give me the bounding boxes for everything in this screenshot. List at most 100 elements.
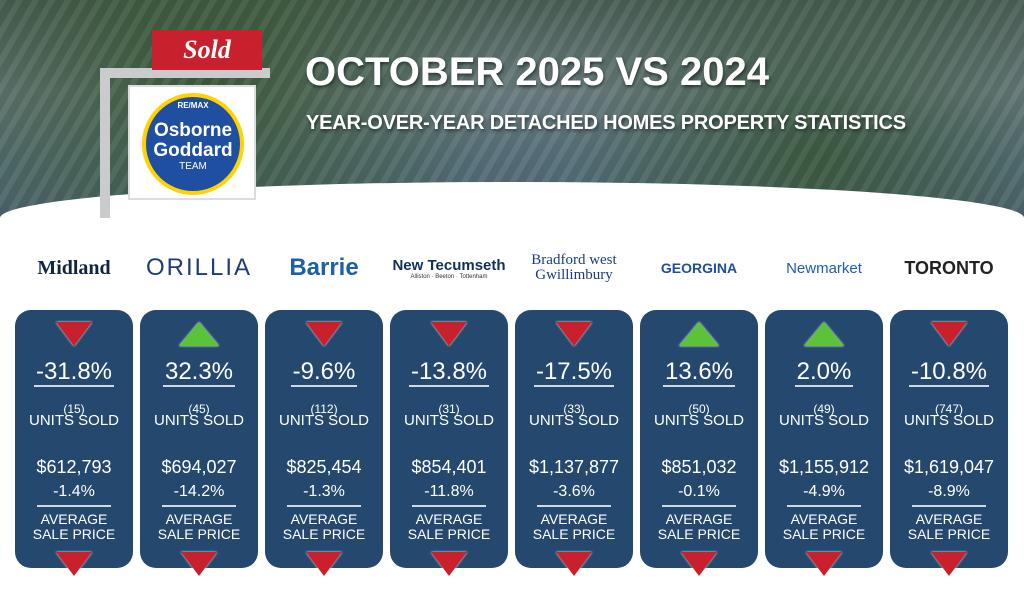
divider xyxy=(37,505,111,507)
arrow-down-icon xyxy=(306,322,342,346)
price-label: AVERAGE SALE PRICE xyxy=(782,511,866,542)
units-change: -31.8% xyxy=(33,358,115,387)
divider xyxy=(287,505,361,507)
avg-price: $1,155,912 xyxy=(778,457,870,477)
units-label: UNITS SOLD xyxy=(653,412,744,429)
logo-subtitle: Alliston · Beeton · Tottenham xyxy=(410,273,488,280)
market-logo: GEORGINA xyxy=(640,236,758,300)
market-card: -31.8% (15) UNITS SOLD $612,793 -1.4% AV… xyxy=(15,310,133,576)
units-count: (15) xyxy=(63,402,85,416)
arrow-down-icon xyxy=(431,322,467,346)
divider xyxy=(662,505,736,507)
units-change: 13.6% xyxy=(662,358,736,387)
logo-text: Newmarket xyxy=(786,259,862,277)
sign-pole xyxy=(100,68,110,218)
units-change: -10.8% xyxy=(908,358,990,387)
arrow-down-icon xyxy=(681,552,717,576)
units-label: UNITS SOLD xyxy=(28,412,119,429)
price-label: AVERAGE SALE PRICE xyxy=(532,511,616,542)
avg-price: $1,137,877 xyxy=(528,457,620,477)
logo-text: Bradford west Gwillimbury xyxy=(531,252,617,283)
arrow-down-icon xyxy=(806,552,842,576)
price-change: -11.8% xyxy=(424,483,474,500)
divider xyxy=(787,505,861,507)
units-change: -17.5% xyxy=(533,358,615,387)
units-count: (747) xyxy=(934,402,963,416)
price-label: AVERAGE SALE PRICE xyxy=(907,511,991,542)
price-change: -1.4% xyxy=(53,483,95,500)
arrow-down-icon xyxy=(56,552,92,576)
logo-text: Midland xyxy=(37,256,111,279)
avg-price: $612,793 xyxy=(36,457,112,477)
units-label: UNITS SOLD xyxy=(903,412,994,429)
divider xyxy=(912,505,986,507)
market-card: 13.6% (50) UNITS SOLD $851,032 -0.1% AVE… xyxy=(640,310,758,576)
price-change: -1.3% xyxy=(303,483,345,500)
logo-text: Barrie xyxy=(289,254,359,281)
price-change: -3.6% xyxy=(553,483,595,500)
logo-text: TORONTO xyxy=(904,257,994,278)
price-change: -0.1% xyxy=(678,483,720,500)
avg-price: $1,619,047 xyxy=(903,457,995,477)
units-count: (33) xyxy=(563,402,585,416)
arrow-up-icon xyxy=(179,322,219,346)
market-card: -17.5% (33) UNITS SOLD $1,137,877 -3.6% … xyxy=(515,310,633,576)
divider xyxy=(412,505,486,507)
market-card: 2.0% (49) UNITS SOLD $1,155,912 -4.9% AV… xyxy=(765,310,883,576)
arrow-up-icon xyxy=(804,322,844,346)
arrow-up-icon xyxy=(679,322,719,346)
page-title: OCTOBER 2025 VS 2024 xyxy=(305,50,769,94)
divider xyxy=(162,505,236,507)
divider xyxy=(537,505,611,507)
avg-price: $694,027 xyxy=(161,457,237,477)
market-logo: Midland xyxy=(15,236,133,300)
price-label: AVERAGE SALE PRICE xyxy=(282,511,366,542)
price-label: AVERAGE SALE PRICE xyxy=(157,511,241,542)
units-label: UNITS SOLD xyxy=(403,412,494,429)
arrow-down-icon xyxy=(931,552,967,576)
units-label: UNITS SOLD xyxy=(153,412,244,429)
units-label: UNITS SOLD xyxy=(778,412,869,429)
logo-text: New Tecumseth xyxy=(392,256,506,274)
arrow-down-icon xyxy=(931,322,967,346)
units-count: (49) xyxy=(813,402,835,416)
arrow-down-icon xyxy=(556,322,592,346)
units-label: UNITS SOLD xyxy=(528,412,619,429)
units-count: (112) xyxy=(310,402,338,416)
logo-text: ORILLIA xyxy=(145,254,253,281)
sign-arm xyxy=(100,68,270,78)
brand-sign: RE/MAX Osborne Goddard TEAM xyxy=(128,85,256,200)
market-logo: TORONTO xyxy=(890,236,1008,300)
market-logo: New Tecumseth Alliston · Beeton · Tottenh… xyxy=(390,236,508,300)
units-change: -9.6% xyxy=(290,358,358,387)
arrow-down-icon xyxy=(556,552,592,576)
price-change: -4.9% xyxy=(803,483,845,500)
brand-logo: RE/MAX Osborne Goddard TEAM xyxy=(142,93,244,195)
arrow-down-icon xyxy=(431,552,467,576)
sold-sign: Sold xyxy=(152,30,262,70)
avg-price: $854,401 xyxy=(411,457,487,477)
price-change: -8.9% xyxy=(928,483,970,500)
units-change: 2.0% xyxy=(794,358,854,387)
units-change: 32.3% xyxy=(162,358,236,387)
market-logo: Barrie xyxy=(265,236,383,300)
units-label: UNITS SOLD xyxy=(278,412,369,429)
arrow-down-icon xyxy=(181,552,217,576)
market-card: 32.3% (45) UNITS SOLD $694,027 -14.2% AV… xyxy=(140,310,258,576)
page-subtitle: YEAR-OVER-YEAR DETACHED HOMES PROPERTY S… xyxy=(306,112,906,134)
price-label: AVERAGE SALE PRICE xyxy=(32,511,116,542)
market-logo: ORILLIA xyxy=(140,236,258,300)
arrow-down-icon xyxy=(56,322,92,346)
price-label: AVERAGE SALE PRICE xyxy=(657,511,741,542)
units-change: -13.8% xyxy=(408,358,490,387)
avg-price: $851,032 xyxy=(661,457,737,477)
market-logo: Bradford west Gwillimbury xyxy=(515,236,633,300)
market-logo: Newmarket xyxy=(765,236,883,300)
market-card: -9.6% (112) UNITS SOLD $825,454 -1.3% AV… xyxy=(265,310,383,576)
banner-curve xyxy=(0,182,1024,302)
price-label: AVERAGE SALE PRICE xyxy=(407,511,491,542)
price-change: -14.2% xyxy=(173,483,225,500)
avg-price: $825,454 xyxy=(286,457,362,477)
units-count: (45) xyxy=(188,402,210,416)
market-card: -13.8% (31) UNITS SOLD $854,401 -11.8% A… xyxy=(390,310,508,576)
